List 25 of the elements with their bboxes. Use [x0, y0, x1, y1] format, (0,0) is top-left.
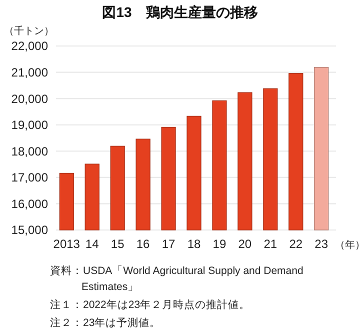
- y-tick-label: 15,000: [11, 223, 48, 238]
- y-axis-title: （千トン）: [4, 25, 54, 37]
- y-tick-label: 17,000: [11, 170, 48, 185]
- y-tick-label: 20,000: [11, 92, 48, 106]
- y-tick-label: 18,000: [11, 144, 48, 158]
- text: 注１：2022年は23年２月時点の推計値。: [50, 298, 250, 311]
- y-tick-label: 19,000: [11, 118, 48, 132]
- x-tick-label: 14: [85, 237, 100, 251]
- x-tick-label: 16: [136, 237, 150, 251]
- x-tick-label: 23: [314, 237, 328, 251]
- x-tick-label: 19: [212, 237, 226, 251]
- text: 資料：USDA「World Agricultural Supply and Demand Estimates」: [50, 264, 304, 293]
- x-tick-label: 22: [289, 237, 303, 251]
- y-tick-label: 21,000: [11, 65, 48, 80]
- x-axis-title: （年）: [335, 239, 360, 251]
- y-tick-label: 22,000: [11, 39, 48, 54]
- x-tick-label: 17: [162, 237, 176, 251]
- x-tick-label: 20: [238, 237, 252, 251]
- x-tick-label: 2013: [53, 237, 80, 251]
- x-tick-label: 21: [264, 237, 278, 251]
- x-tick-label: 18: [187, 237, 201, 251]
- y-tick-label: 16,000: [11, 196, 48, 211]
- chart-title: 図13 鶏肉生産量の推移: [102, 4, 258, 20]
- x-tick-label: 15: [110, 237, 125, 251]
- text: 注２：23年は予測値。: [50, 316, 161, 329]
